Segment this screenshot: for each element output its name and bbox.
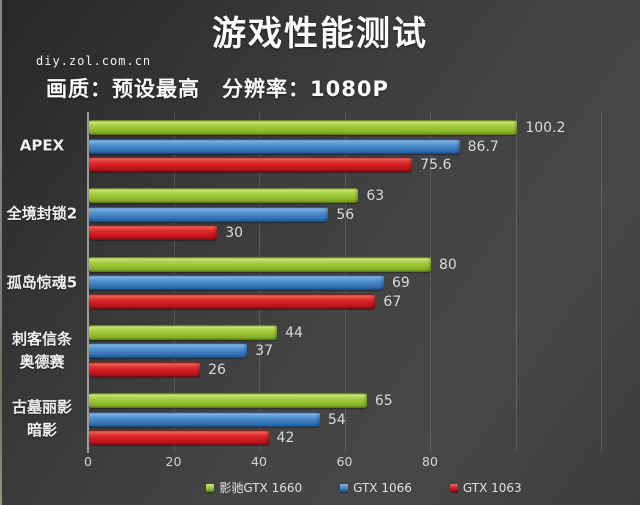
category-label-1: 全境封锁2 — [6, 204, 78, 223]
bar-GTX 1063-2 — [89, 293, 376, 309]
value-label: 86.7 — [467, 138, 499, 155]
bar-group-3: 44 37 26 — [88, 324, 640, 378]
category-label-4: 古墓丽影 暗影 — [11, 397, 72, 439]
legend-item-GTX 1063: GTX 1063 — [449, 480, 522, 495]
value-label: 100.2 — [525, 120, 566, 136]
category-label-0: APEX — [19, 136, 65, 155]
legend-swatch-icon — [449, 483, 458, 492]
chart-title: 游戏性能测试 — [212, 14, 428, 54]
value-label: 30 — [225, 225, 244, 242]
legend-label: 影驰GTX 1660 — [219, 481, 303, 495]
bar-GTX 1066-0 — [89, 138, 460, 154]
bar-影驰GTX 1660-2 — [89, 256, 431, 272]
legend-swatch-icon — [206, 483, 215, 492]
bar-group-4: 65 54 42 — [88, 393, 640, 446]
value-label: 75.6 — [420, 157, 452, 173]
value-label: 42 — [276, 430, 295, 446]
value-label: 37 — [255, 343, 273, 360]
category-label-2: 孤岛惊魂5 — [6, 272, 78, 291]
bar-GTX 1063-0 — [89, 157, 413, 172]
bar-GTX 1066-1 — [89, 206, 329, 222]
bar-影驰GTX 1660-3 — [89, 324, 278, 340]
y-axis-line — [87, 112, 89, 453]
plot-area: 100.2 86.7 75.6 63 56 30 80 69 67 44 37 26 65 54 42 — [87, 112, 640, 453]
window-left-edge — [0, 0, 2, 505]
x-tick-label-0: 0 — [84, 454, 92, 469]
x-tick-label-80: 80 — [422, 454, 438, 469]
category-label-3: 刺客信条 奥德赛 — [11, 329, 72, 371]
value-label: 26 — [208, 361, 226, 378]
value-label: 65 — [374, 393, 393, 409]
value-label: 80 — [439, 256, 457, 273]
value-label: 69 — [391, 275, 410, 291]
gridline-x-120 — [601, 112, 602, 452]
bar-GTX 1066-2 — [89, 275, 384, 290]
bar-GTX 1063-4 — [89, 430, 269, 445]
legend-swatch-icon — [340, 483, 349, 492]
chart-legend: 影驰GTX 1660 GTX 1066 GTX 1063 — [88, 479, 640, 496]
bar-影驰GTX 1660-0 — [89, 120, 518, 135]
bar-group-1: 63 56 30 — [88, 188, 640, 241]
gridline-x-100 — [515, 112, 517, 452]
value-label: 63 — [366, 188, 385, 205]
x-tick-label-60: 60 — [336, 454, 353, 469]
value-label: 54 — [327, 411, 346, 428]
chart-subtitle: 画质：预设最高 分辨率：1080P — [46, 77, 389, 101]
bar-GTX 1063-1 — [89, 225, 218, 241]
legend-item-影驰GTX 1660: 影驰GTX 1660 — [206, 479, 302, 496]
x-tick-label-20: 20 — [165, 454, 182, 469]
watermark-text: diy.zol.com.cn — [36, 54, 152, 68]
bar-影驰GTX 1660-4 — [89, 393, 367, 408]
gridline-x-80 — [430, 112, 431, 452]
legend-label: GTX 1063 — [462, 480, 522, 495]
value-label: 44 — [285, 324, 303, 341]
legend-label: GTX 1066 — [353, 480, 412, 495]
bar-group-2: 80 69 67 — [88, 256, 640, 310]
bar-GTX 1066-3 — [89, 343, 248, 359]
bar-GTX 1063-3 — [89, 361, 201, 377]
value-label: 56 — [336, 206, 355, 223]
bar-group-0: 100.2 86.7 75.6 — [88, 120, 640, 173]
bar-影驰GTX 1660-1 — [89, 188, 359, 204]
legend-item-GTX 1066: GTX 1066 — [340, 481, 412, 495]
bar-GTX 1066-4 — [89, 411, 320, 427]
x-tick-label-40: 40 — [251, 454, 267, 469]
value-label: 67 — [383, 293, 402, 310]
